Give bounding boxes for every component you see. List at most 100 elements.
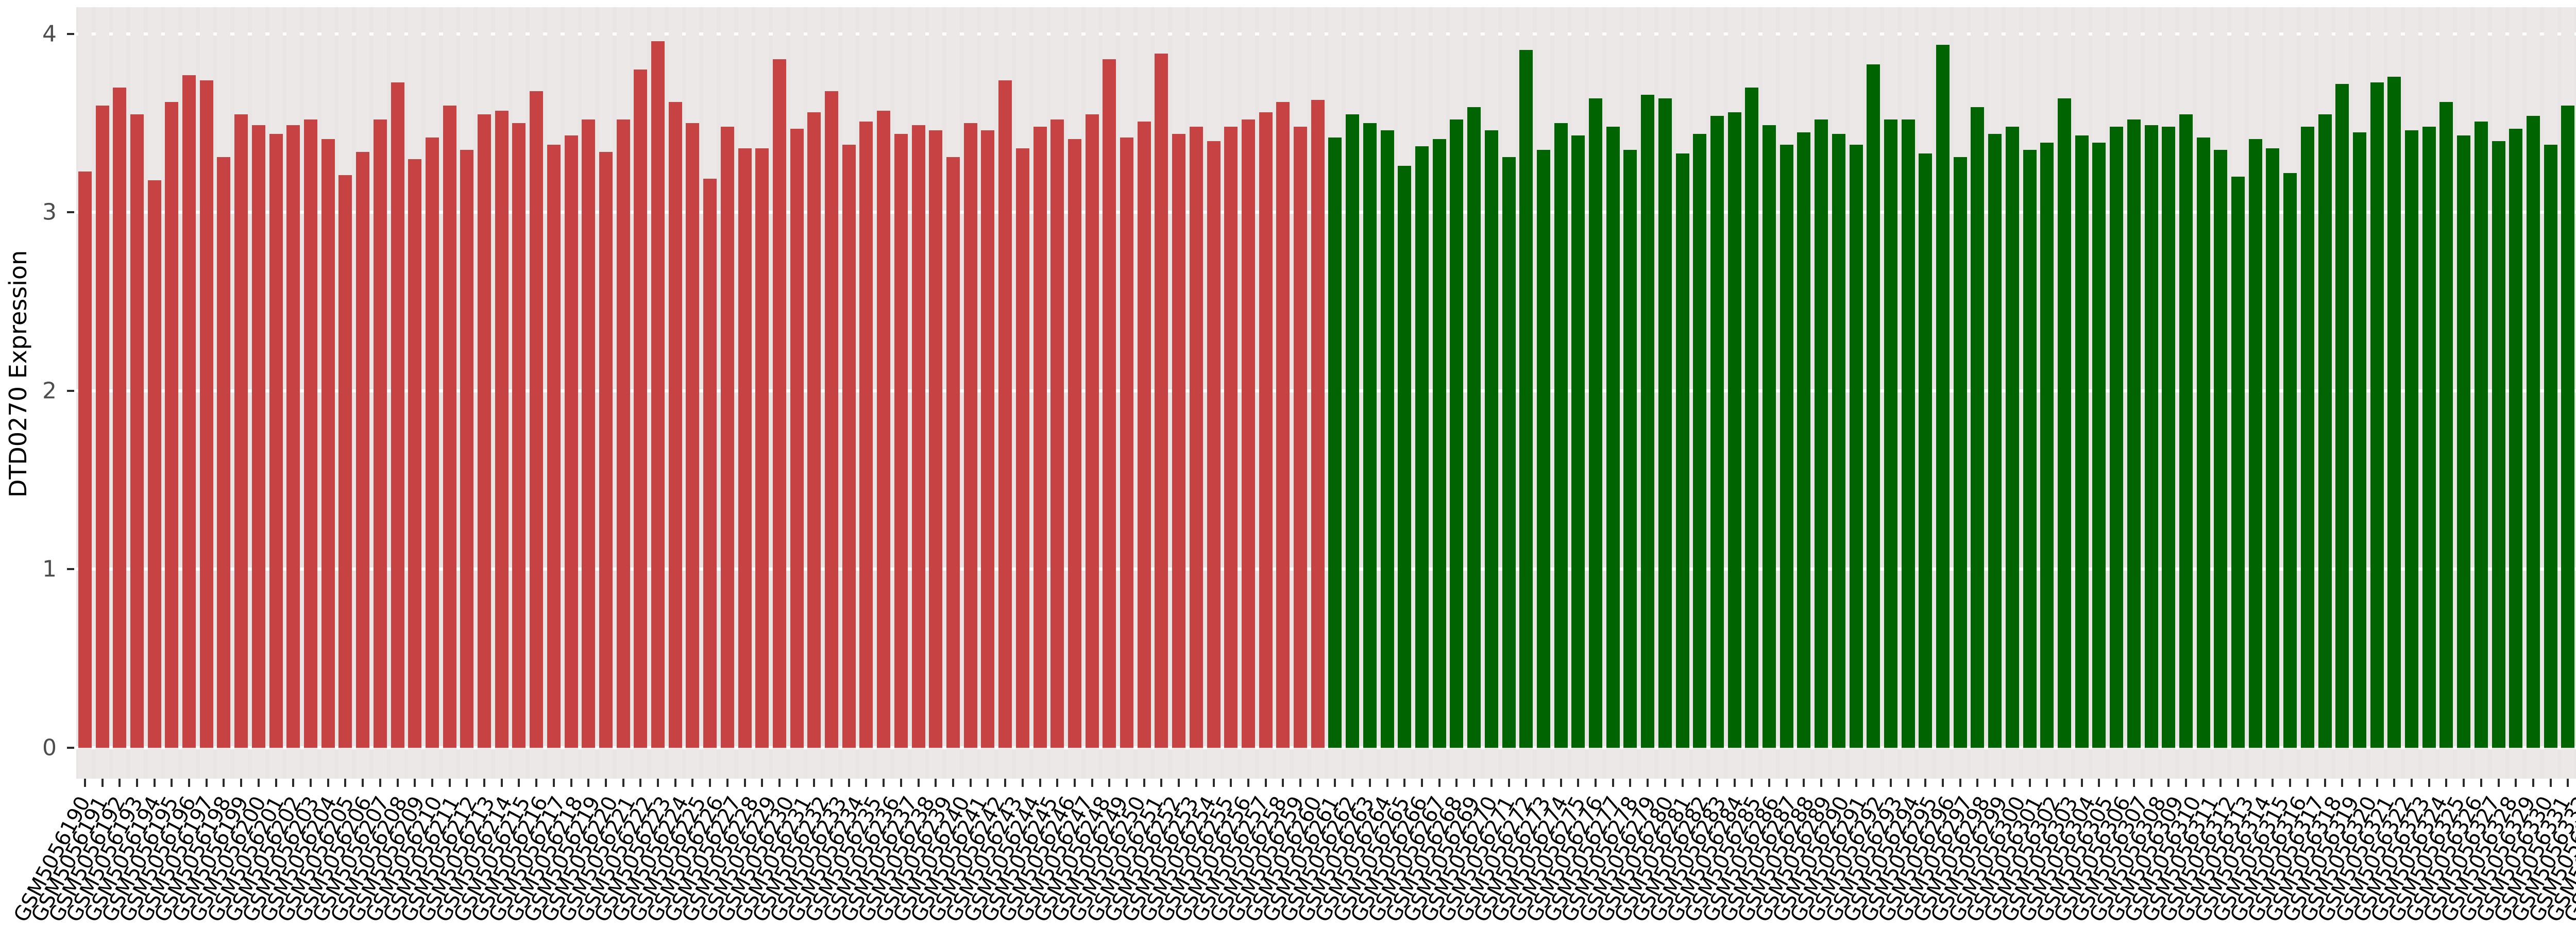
- bar[interactable]: [2335, 84, 2349, 748]
- bar[interactable]: [2040, 143, 2054, 748]
- bar[interactable]: [1745, 87, 1759, 748]
- bar[interactable]: [859, 121, 873, 748]
- bar[interactable]: [946, 157, 960, 748]
- bar[interactable]: [495, 110, 509, 748]
- bar[interactable]: [338, 175, 352, 748]
- bar[interactable]: [2196, 137, 2210, 748]
- bar[interactable]: [825, 91, 839, 748]
- bar[interactable]: [1484, 130, 1498, 748]
- bar[interactable]: [842, 144, 856, 748]
- bar[interactable]: [1450, 119, 1464, 748]
- bar[interactable]: [2526, 116, 2540, 748]
- bar[interactable]: [2283, 173, 2297, 748]
- bar[interactable]: [1398, 166, 1412, 748]
- bar[interactable]: [2058, 98, 2071, 748]
- bar[interactable]: [1727, 112, 1741, 748]
- bar[interactable]: [2092, 143, 2106, 748]
- bar[interactable]: [1328, 137, 1342, 748]
- bar[interactable]: [478, 114, 492, 748]
- bar[interactable]: [1467, 107, 1481, 748]
- bar[interactable]: [894, 134, 908, 748]
- bar[interactable]: [1363, 123, 1377, 748]
- bar[interactable]: [703, 178, 717, 748]
- bar[interactable]: [1241, 119, 1255, 748]
- bar[interactable]: [2179, 114, 2193, 748]
- bar[interactable]: [1294, 127, 1308, 748]
- bar[interactable]: [1571, 135, 1585, 748]
- bar[interactable]: [425, 137, 439, 748]
- bar[interactable]: [2474, 121, 2488, 748]
- bar[interactable]: [1919, 153, 1933, 748]
- bar[interactable]: [356, 151, 370, 748]
- bar[interactable]: [1884, 119, 1897, 748]
- bar[interactable]: [772, 59, 786, 748]
- bar[interactable]: [877, 110, 891, 748]
- bar[interactable]: [1936, 44, 1950, 748]
- bar[interactable]: [1380, 130, 1394, 748]
- bar[interactable]: [616, 119, 630, 748]
- bar[interactable]: [2214, 150, 2228, 748]
- bar[interactable]: [2544, 144, 2557, 748]
- bar[interactable]: [2110, 127, 2124, 748]
- bar[interactable]: [790, 128, 804, 748]
- bar[interactable]: [686, 123, 700, 748]
- bar[interactable]: [2318, 114, 2332, 748]
- bar[interactable]: [130, 114, 144, 748]
- bar[interactable]: [443, 105, 456, 748]
- bar[interactable]: [1832, 134, 1845, 748]
- bar[interactable]: [2162, 127, 2176, 748]
- bar[interactable]: [1137, 121, 1151, 748]
- bar[interactable]: [1067, 139, 1081, 748]
- bar[interactable]: [1050, 119, 1064, 748]
- bar[interactable]: [2231, 177, 2245, 748]
- bar[interactable]: [321, 139, 335, 748]
- bar[interactable]: [95, 105, 109, 748]
- bar[interactable]: [1415, 146, 1429, 748]
- bar[interactable]: [2439, 101, 2453, 748]
- bar[interactable]: [755, 148, 769, 748]
- bar[interactable]: [1623, 150, 1637, 748]
- bar[interactable]: [1762, 125, 1776, 748]
- bar[interactable]: [1015, 148, 1029, 748]
- bar[interactable]: [1693, 134, 1707, 748]
- bar[interactable]: [1641, 94, 1655, 748]
- bar[interactable]: [1103, 59, 1116, 748]
- bar[interactable]: [998, 80, 1012, 748]
- bar[interactable]: [1276, 101, 1290, 748]
- bar[interactable]: [1207, 141, 1221, 748]
- bar[interactable]: [251, 125, 265, 748]
- bar[interactable]: [1658, 98, 1672, 748]
- bar[interactable]: [1554, 123, 1568, 748]
- bar[interactable]: [2387, 77, 2401, 748]
- bar[interactable]: [582, 119, 596, 748]
- bar[interactable]: [2127, 119, 2141, 748]
- bar[interactable]: [373, 119, 387, 748]
- bar[interactable]: [1536, 150, 1550, 748]
- bar[interactable]: [668, 101, 682, 748]
- bar[interactable]: [391, 82, 404, 748]
- bar[interactable]: [1155, 54, 1168, 748]
- bar[interactable]: [1953, 157, 1967, 748]
- bar[interactable]: [147, 180, 161, 748]
- bar[interactable]: [165, 101, 179, 748]
- bar[interactable]: [2266, 148, 2280, 748]
- bar[interactable]: [651, 41, 665, 748]
- bar[interactable]: [1815, 119, 1828, 748]
- bar[interactable]: [1710, 116, 1724, 748]
- bar[interactable]: [460, 150, 474, 748]
- bar[interactable]: [303, 119, 317, 748]
- bar[interactable]: [547, 144, 561, 748]
- bar[interactable]: [1867, 64, 1880, 748]
- bar[interactable]: [1675, 153, 1689, 748]
- bar[interactable]: [1502, 157, 1516, 748]
- bar[interactable]: [78, 171, 92, 748]
- bar[interactable]: [1311, 100, 1325, 748]
- bar[interactable]: [1606, 127, 1620, 748]
- bar[interactable]: [2352, 132, 2366, 748]
- bar[interactable]: [512, 123, 526, 748]
- bar[interactable]: [1224, 127, 1238, 748]
- bar[interactable]: [599, 151, 613, 748]
- bar[interactable]: [2248, 139, 2262, 748]
- bar[interactable]: [738, 148, 752, 748]
- bar[interactable]: [911, 125, 925, 748]
